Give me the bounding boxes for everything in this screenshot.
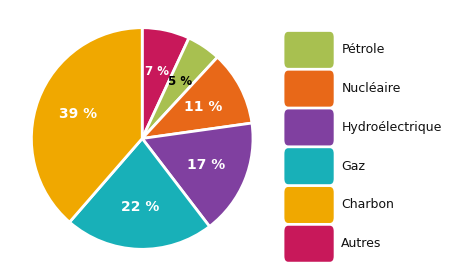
Wedge shape: [31, 28, 142, 222]
Text: Autres: Autres: [341, 237, 382, 250]
Wedge shape: [142, 123, 253, 227]
Text: Charbon: Charbon: [341, 199, 394, 211]
FancyBboxPatch shape: [284, 71, 334, 107]
Text: 22 %: 22 %: [121, 200, 159, 214]
Text: 5 %: 5 %: [168, 75, 192, 88]
Text: Hydroélectrique: Hydroélectrique: [341, 121, 442, 134]
Wedge shape: [142, 57, 252, 138]
FancyBboxPatch shape: [284, 226, 334, 262]
Text: Gaz: Gaz: [341, 160, 365, 173]
Text: 11 %: 11 %: [184, 100, 222, 114]
Text: Nucléaire: Nucléaire: [341, 82, 401, 95]
Wedge shape: [142, 28, 189, 138]
FancyBboxPatch shape: [284, 148, 334, 184]
Text: 17 %: 17 %: [187, 158, 225, 171]
FancyBboxPatch shape: [284, 187, 334, 223]
Wedge shape: [142, 38, 218, 138]
Text: Pétrole: Pétrole: [341, 43, 385, 56]
Text: 39 %: 39 %: [59, 107, 97, 121]
Text: 7 %: 7 %: [145, 65, 169, 78]
FancyBboxPatch shape: [284, 109, 334, 145]
FancyBboxPatch shape: [284, 32, 334, 68]
Wedge shape: [70, 138, 210, 249]
